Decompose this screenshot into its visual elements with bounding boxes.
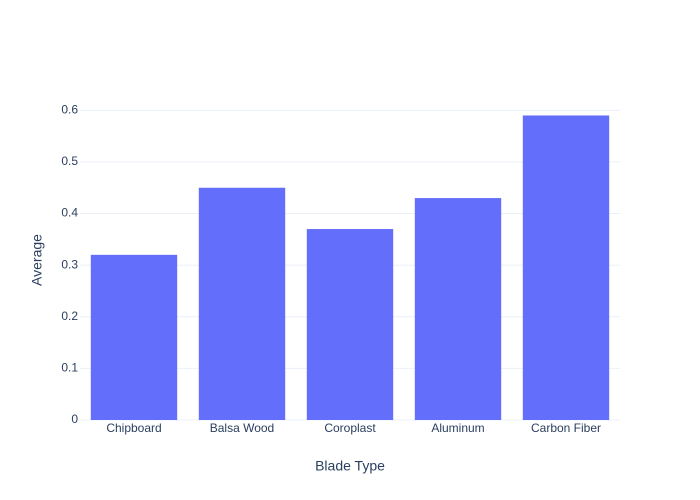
y-tick-label: 0.4 (61, 206, 78, 220)
y-tick-label: 0.1 (61, 361, 78, 375)
y-tick-label: 0.3 (61, 257, 78, 271)
bar (306, 229, 394, 420)
y-tick-label: 0.6 (61, 102, 78, 116)
x-tick-label: Carbon Fiber (531, 421, 601, 435)
bar (198, 187, 286, 420)
y-tick-label: 0.2 (61, 309, 78, 323)
y-axis-title: Average (29, 234, 45, 286)
x-axis-title: Blade Type (315, 458, 385, 474)
y-tick-label: 0.5 (61, 154, 78, 168)
bar (522, 115, 610, 420)
bar (414, 198, 502, 420)
x-tick-label: Chipboard (106, 421, 161, 435)
bar (90, 254, 178, 420)
x-tick-label: Coroplast (324, 421, 376, 435)
x-tick-label: Aluminum (431, 421, 484, 435)
x-tick-label: Balsa Wood (210, 421, 274, 435)
y-tick-label: 0 (71, 412, 78, 426)
